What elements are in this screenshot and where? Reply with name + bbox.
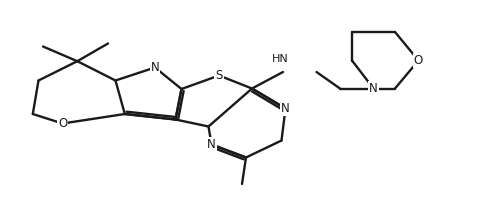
Text: N: N [150, 61, 159, 74]
Text: N: N [207, 138, 216, 151]
Text: S: S [215, 69, 223, 82]
Text: HN: HN [271, 55, 288, 64]
Text: N: N [281, 102, 290, 115]
Text: N: N [369, 82, 378, 95]
Text: O: O [58, 117, 67, 130]
Text: O: O [414, 54, 423, 67]
